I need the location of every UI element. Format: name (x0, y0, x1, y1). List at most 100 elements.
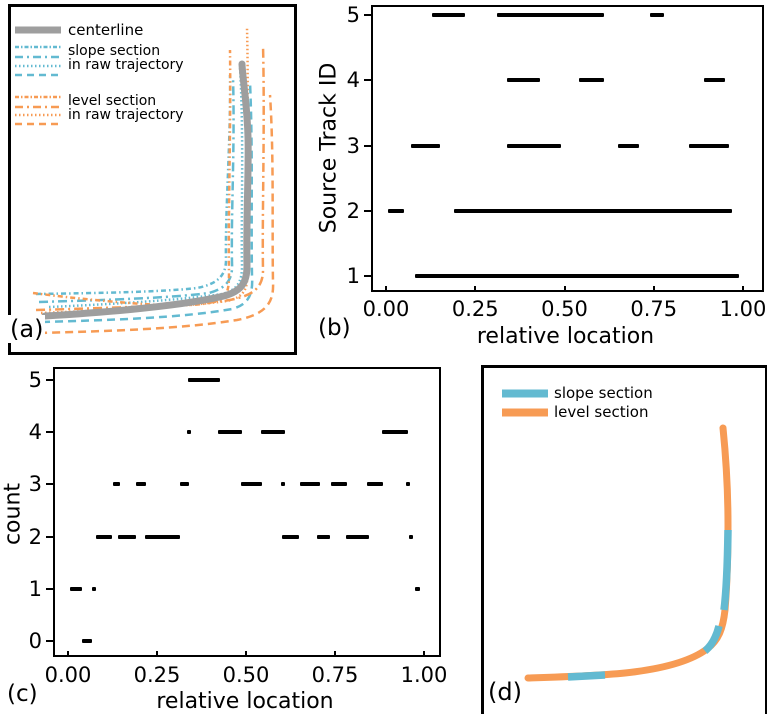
y-tick-label: 4 (28, 420, 42, 445)
panel-b-plot-area: relative location Source Track ID (b) 0.… (317, 3, 767, 349)
y-tick-mark (364, 14, 371, 16)
data-segment (453, 208, 733, 213)
data-segment (92, 586, 97, 591)
legend-level-label-line1: level section (68, 93, 157, 109)
level-raw-line-dashed (38, 94, 275, 335)
data-segment (414, 274, 740, 278)
x-tick-label: 1.00 (719, 297, 767, 321)
y-tick-label: 1 (28, 576, 42, 601)
y-tick-mark (364, 79, 371, 82)
x-tick-label: 0.75 (311, 663, 359, 687)
x-tick-mark (385, 286, 387, 292)
y-tick-label: 1 (346, 264, 360, 288)
x-tick-mark (742, 286, 744, 292)
y-tick-mark (364, 275, 371, 277)
y-tick-mark (364, 209, 371, 212)
level-section-path (524, 424, 732, 682)
data-segment (703, 78, 726, 83)
data-segment (409, 534, 414, 539)
data-segment (281, 534, 300, 539)
y-tick-mark (364, 144, 371, 147)
y-tick-mark (46, 431, 53, 434)
x-tick-label: 1.00 (400, 663, 448, 687)
x-tick-label: 0.50 (222, 663, 270, 687)
data-segment (507, 143, 561, 148)
data-segment (387, 208, 404, 213)
data-segment (260, 430, 286, 435)
legend-slope-section-label: slope section (554, 384, 653, 402)
data-segment (280, 482, 285, 487)
legend-level-section-label: level section (554, 403, 649, 421)
legend-slope-label-line2: in raw trajectory (68, 57, 184, 73)
panel-d-trajectory-plot (502, 389, 732, 682)
data-segment (331, 482, 348, 487)
data-segment (112, 482, 120, 487)
x-tick-mark (474, 286, 477, 292)
x-tick-label: 0.00 (362, 297, 410, 321)
data-segment (578, 78, 604, 83)
data-segment (69, 586, 83, 591)
x-tick-mark (652, 286, 655, 292)
x-tick-mark (245, 651, 247, 657)
panel-b-letter: (b) (318, 315, 351, 341)
panel-a: centerline slope section in raw trajecto… (8, 4, 297, 355)
slope-section-path-3 (720, 529, 732, 611)
x-tick-label: 0.25 (133, 663, 181, 687)
level-raw-line-dashdot-dense (32, 49, 232, 307)
data-segment (367, 482, 384, 487)
data-segment (345, 534, 369, 539)
data-segment (410, 143, 440, 148)
slope-raw-line-dashed (41, 81, 254, 324)
legend-centerline-label: centerline (68, 21, 144, 39)
data-segment (240, 482, 263, 487)
data-segment (496, 13, 604, 17)
panel-c-plot-area: relative location count (c) 0.00 0.25 0.50… (1, 367, 447, 714)
y-tick-label: 5 (28, 368, 42, 392)
x-tick-label: 0.00 (44, 663, 92, 687)
y-tick-label: 5 (346, 3, 360, 27)
legend-level-label-line2: in raw trajectory (68, 107, 184, 123)
slope-section-path-1 (567, 671, 606, 681)
data-segment (300, 482, 321, 487)
x-tick-mark (334, 651, 336, 657)
data-segment (96, 534, 113, 539)
slope-raw-line-dashdot-dense (35, 74, 232, 296)
y-tick-mark (46, 640, 53, 642)
data-segment (650, 13, 665, 17)
panel-d: slope section level section (d) (481, 365, 767, 714)
panel-a-trajectory-plot (15, 26, 275, 335)
data-segment (135, 482, 147, 487)
x-tick-label: 0.25 (451, 297, 499, 321)
data-segment (187, 430, 192, 435)
panel-c-letter: (c) (7, 681, 38, 707)
y-tick-mark (46, 535, 53, 538)
x-tick-mark (563, 286, 566, 292)
panel-b-xlabel: relative location (476, 324, 655, 349)
y-tick-label: 3 (346, 133, 360, 158)
legend-slope-label-line1: slope section (68, 43, 161, 59)
x-tick-label: 0.75 (630, 297, 678, 321)
x-tick-mark (67, 651, 69, 657)
data-segment (618, 143, 640, 148)
data-segment (187, 378, 220, 382)
x-tick-mark (156, 651, 158, 657)
data-segment (432, 13, 465, 17)
y-tick-mark (46, 483, 53, 486)
y-tick-label: 3 (28, 472, 42, 497)
panel-c-xlabel: relative location (156, 689, 334, 714)
y-tick-label: 4 (346, 68, 360, 93)
data-segment (317, 534, 330, 539)
data-segment (689, 143, 729, 148)
y-tick-mark (46, 587, 53, 590)
data-segment (82, 639, 93, 643)
panel-a-letter: (a) (8, 315, 46, 343)
slope-section-path-2 (702, 625, 723, 654)
data-segment (144, 534, 181, 539)
centerline-path (41, 60, 252, 320)
data-segment (180, 482, 190, 487)
data-segment (415, 586, 421, 591)
y-tick-mark (46, 379, 53, 381)
data-segment (406, 482, 411, 487)
y-tick-label: 2 (28, 524, 42, 549)
